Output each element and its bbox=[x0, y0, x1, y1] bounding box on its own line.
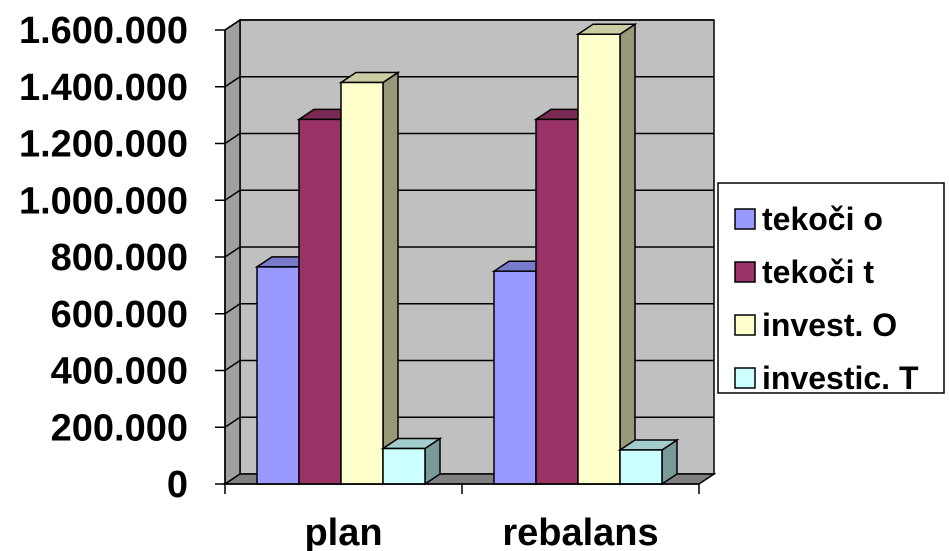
bar-side bbox=[382, 71, 399, 486]
bar bbox=[380, 437, 443, 486]
gridline-side bbox=[224, 189, 241, 201]
gridline-side bbox=[224, 303, 241, 315]
legend-label: tekoči t bbox=[762, 254, 874, 290]
bar-front bbox=[298, 118, 342, 485]
y-tick-label: 800.000 bbox=[51, 237, 188, 279]
legend-swatch bbox=[734, 208, 756, 230]
bar bbox=[338, 71, 401, 486]
legend-swatch bbox=[734, 261, 756, 283]
bar-front bbox=[619, 449, 663, 485]
y-tick-label: 200.000 bbox=[51, 407, 188, 449]
y-axis-ticks: 0 200.000 400.000 600.000 800.000 1.000.000 1.… bbox=[19, 10, 225, 506]
gridline-side bbox=[224, 76, 241, 88]
gridline-side bbox=[224, 19, 241, 31]
bar-front bbox=[256, 266, 300, 485]
bar-front bbox=[340, 81, 384, 485]
x-tick-label: plan bbox=[304, 512, 382, 551]
y-tick-label: 600.000 bbox=[51, 294, 188, 336]
bar-front bbox=[493, 270, 537, 485]
legend-swatch bbox=[734, 314, 756, 336]
gridline-side bbox=[224, 416, 241, 428]
y-tick-label: 0 bbox=[167, 464, 188, 506]
x-tick-label: rebalans bbox=[502, 512, 658, 551]
bar-side bbox=[619, 22, 636, 486]
bar bbox=[617, 438, 680, 486]
gridline-side bbox=[224, 359, 241, 372]
legend-label: invest. O bbox=[762, 307, 897, 343]
bar-front bbox=[535, 118, 579, 485]
x-axis-ticks: plan rebalans bbox=[224, 484, 700, 551]
gridline-side bbox=[224, 132, 241, 145]
bar bbox=[575, 22, 638, 486]
bars bbox=[254, 22, 680, 486]
y-tick-label: 1.600.000 bbox=[19, 10, 188, 52]
y-tick-label: 1.200.000 bbox=[19, 124, 188, 166]
bar-front bbox=[577, 33, 621, 485]
legend-label: tekoči o bbox=[762, 201, 883, 237]
gridline-side bbox=[224, 246, 241, 258]
bar-front bbox=[382, 447, 426, 485]
legend-label: investic. T bbox=[762, 360, 919, 396]
y-tick-label: 1.000.000 bbox=[19, 180, 188, 222]
legend: tekoči o tekoči t invest. O investic. T bbox=[734, 201, 919, 396]
y-tick-label: 1.400.000 bbox=[19, 67, 188, 109]
y-tick-label: 400.000 bbox=[51, 351, 188, 393]
legend-swatch bbox=[734, 367, 756, 389]
